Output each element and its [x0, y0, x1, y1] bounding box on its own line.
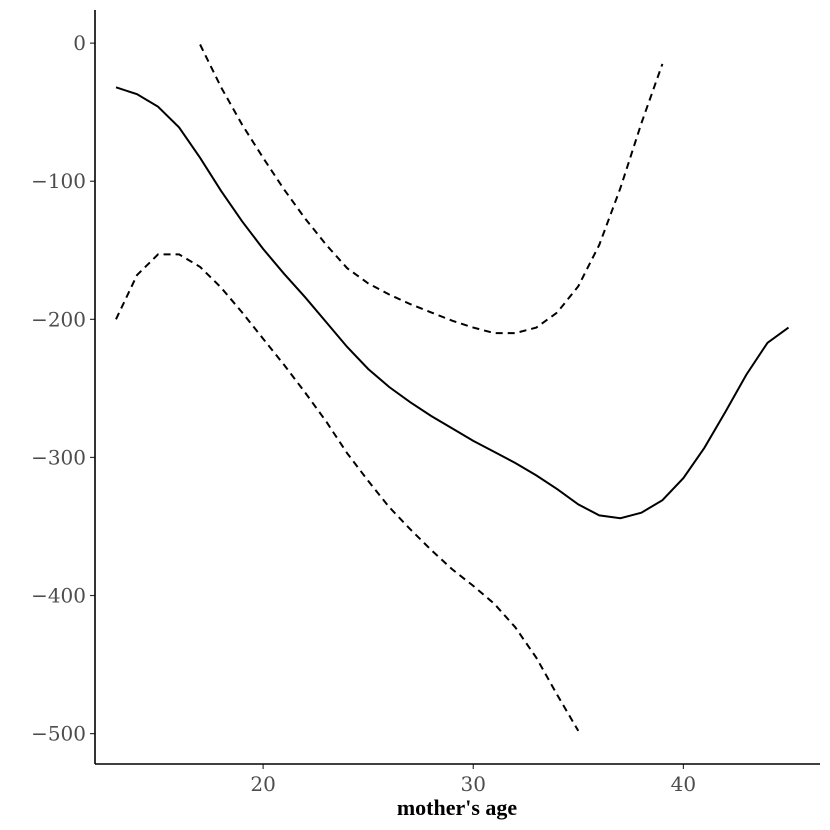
y-axis-ticks: 0 −100 −200 −300 −400 −500	[31, 31, 95, 746]
y-tick-label: −400	[31, 584, 86, 608]
y-tick-label: −200	[31, 307, 86, 331]
x-tick-label: 20	[250, 772, 275, 796]
x-tick-label: 40	[671, 772, 696, 796]
y-tick-label: 0	[73, 31, 86, 55]
x-axis-ticks: 20 30 40	[250, 764, 696, 796]
y-tick-label: −100	[31, 169, 86, 193]
dashed-series-line-2	[115, 253, 580, 732]
x-axis-title: mother's age	[397, 795, 518, 820]
dashed-series-line-1	[199, 44, 664, 335]
series-lines	[115, 44, 790, 732]
y-tick-label: −300	[31, 445, 86, 469]
y-tick-label: −500	[31, 722, 86, 746]
x-tick-label: 30	[461, 772, 486, 796]
solid-series-line	[115, 86, 790, 520]
